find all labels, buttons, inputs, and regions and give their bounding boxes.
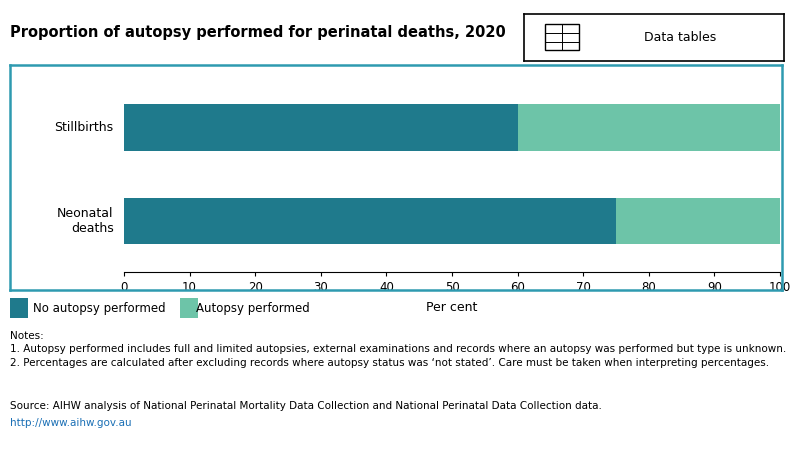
Text: 1. Autopsy performed includes full and limited autopsies, external examinations : 1. Autopsy performed includes full and l…	[10, 344, 786, 354]
Bar	[124, 104, 518, 151]
Bar	[124, 198, 616, 244]
Bar	[180, 298, 198, 318]
Text: 2. Percentages are calculated after excluding records where autopsy status was ‘: 2. Percentages are calculated after excl…	[10, 358, 770, 368]
Text: Notes:: Notes:	[10, 331, 44, 341]
Text: Data tables: Data tables	[644, 31, 716, 44]
Text: No autopsy performed: No autopsy performed	[33, 302, 166, 315]
X-axis label: Per cent: Per cent	[426, 301, 478, 314]
Bar	[545, 24, 578, 50]
Text: Source: AIHW analysis of National Perinatal Mortality Data Collection and Nation: Source: AIHW analysis of National Perina…	[10, 401, 602, 411]
Bar	[518, 104, 780, 151]
Bar	[10, 298, 28, 318]
Text: Proportion of autopsy performed for perinatal deaths, 2020: Proportion of autopsy performed for peri…	[10, 25, 506, 40]
Text: Autopsy performed: Autopsy performed	[196, 302, 310, 315]
Text: http://www.aihw.gov.au: http://www.aihw.gov.au	[10, 418, 132, 428]
Bar	[616, 198, 780, 244]
